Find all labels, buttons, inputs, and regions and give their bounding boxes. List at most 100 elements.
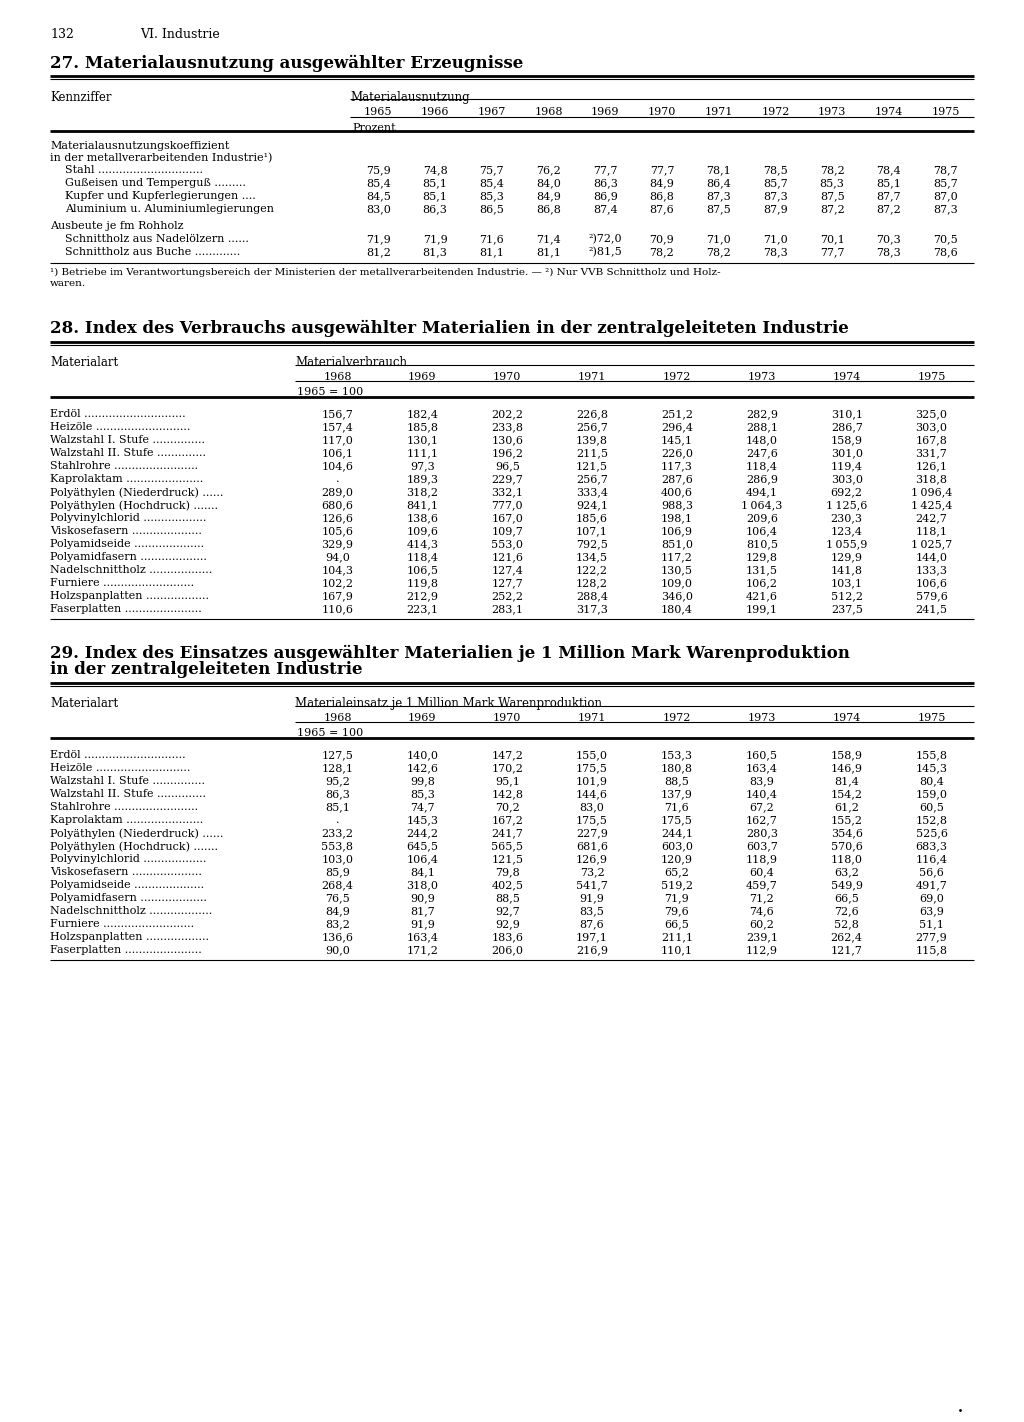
Text: 196,2: 196,2	[492, 448, 523, 458]
Text: Materialart: Materialart	[50, 697, 118, 710]
Text: 128,1: 128,1	[322, 764, 353, 774]
Text: 158,9: 158,9	[830, 435, 862, 445]
Text: 105,6: 105,6	[322, 526, 353, 536]
Text: 242,7: 242,7	[915, 513, 947, 523]
Text: 402,5: 402,5	[492, 880, 523, 890]
Text: 87,6: 87,6	[649, 203, 675, 213]
Text: 83,0: 83,0	[580, 802, 604, 812]
Text: 1975: 1975	[918, 712, 946, 722]
Text: 283,1: 283,1	[492, 604, 523, 614]
Text: 288,1: 288,1	[745, 422, 778, 432]
Text: 95,1: 95,1	[495, 776, 519, 786]
Text: 86,9: 86,9	[593, 191, 617, 201]
Text: 29. Index des Einsatzes ausgewählter Materialien je 1 Million Mark Warenprodukti: 29. Index des Einsatzes ausgewählter Mat…	[50, 646, 850, 663]
Text: 189,3: 189,3	[407, 474, 438, 483]
Text: 206,0: 206,0	[492, 946, 523, 956]
Text: 70,2: 70,2	[495, 802, 519, 812]
Text: 211,1: 211,1	[660, 931, 693, 941]
Text: 153,3: 153,3	[660, 749, 693, 759]
Text: 85,1: 85,1	[423, 191, 447, 201]
Text: 282,9: 282,9	[745, 410, 778, 419]
Text: 121,6: 121,6	[492, 552, 523, 562]
Text: 84,0: 84,0	[537, 178, 561, 188]
Text: 152,8: 152,8	[915, 815, 947, 825]
Text: 244,1: 244,1	[660, 828, 693, 838]
Text: 120,9: 120,9	[660, 855, 693, 865]
Text: 91,9: 91,9	[410, 919, 435, 929]
Text: 27. Materialausnutzung ausgewählter Erzeugnisse: 27. Materialausnutzung ausgewählter Erze…	[50, 55, 523, 73]
Text: 226,0: 226,0	[660, 448, 693, 458]
Text: 117,0: 117,0	[322, 435, 353, 445]
Text: 71,6: 71,6	[479, 235, 504, 245]
Text: Polyamidfasern ...................: Polyamidfasern ...................	[50, 552, 207, 562]
Text: 199,1: 199,1	[745, 604, 778, 614]
Text: 79,6: 79,6	[665, 906, 689, 916]
Text: Polyvinylchlorid ..................: Polyvinylchlorid ..................	[50, 855, 207, 865]
Text: 74,8: 74,8	[423, 165, 447, 175]
Text: 84,1: 84,1	[410, 867, 435, 877]
Text: 71,9: 71,9	[366, 235, 391, 245]
Text: Furniere ..........................: Furniere ..........................	[50, 577, 195, 589]
Text: 160,5: 160,5	[745, 749, 778, 759]
Text: 92,7: 92,7	[495, 906, 519, 916]
Text: 1971: 1971	[705, 107, 733, 117]
Text: 129,9: 129,9	[830, 552, 862, 562]
Text: 129,8: 129,8	[745, 552, 778, 562]
Text: 71,6: 71,6	[665, 802, 689, 812]
Text: 75,7: 75,7	[479, 165, 504, 175]
Text: 325,0: 325,0	[915, 410, 947, 419]
Text: 84,9: 84,9	[537, 191, 561, 201]
Text: Ausbeute je fm Rohholz: Ausbeute je fm Rohholz	[50, 220, 183, 230]
Text: 296,4: 296,4	[660, 422, 693, 432]
Text: Polyäthylen (Hochdruck) .......: Polyäthylen (Hochdruck) .......	[50, 840, 218, 852]
Text: 170,2: 170,2	[492, 764, 523, 774]
Text: 256,7: 256,7	[577, 422, 608, 432]
Text: 85,4: 85,4	[366, 178, 391, 188]
Text: 262,4: 262,4	[830, 931, 862, 941]
Text: 331,7: 331,7	[915, 448, 947, 458]
Text: Aluminium u. Aluminiumlegierungen: Aluminium u. Aluminiumlegierungen	[65, 203, 274, 213]
Text: 52,8: 52,8	[835, 919, 859, 929]
Text: Holzspanplatten ..................: Holzspanplatten ..................	[50, 931, 209, 941]
Text: 126,1: 126,1	[915, 461, 947, 471]
Text: 56,6: 56,6	[920, 867, 944, 877]
Text: 86,3: 86,3	[325, 789, 350, 799]
Text: 212,9: 212,9	[407, 592, 438, 602]
Text: 104,3: 104,3	[322, 565, 353, 574]
Text: 109,6: 109,6	[407, 526, 438, 536]
Text: Schnittholz aus Nadelölzern ......: Schnittholz aus Nadelölzern ......	[65, 235, 249, 245]
Text: 163,4: 163,4	[407, 931, 438, 941]
Text: 87,3: 87,3	[707, 191, 731, 201]
Text: 1 096,4: 1 096,4	[911, 486, 952, 498]
Text: 63,2: 63,2	[835, 867, 859, 877]
Text: 239,1: 239,1	[745, 931, 778, 941]
Text: 87,4: 87,4	[593, 203, 617, 213]
Text: 147,2: 147,2	[492, 749, 523, 759]
Text: 233,8: 233,8	[492, 422, 523, 432]
Text: 162,7: 162,7	[745, 815, 778, 825]
Text: 142,8: 142,8	[492, 789, 523, 799]
Text: 70,9: 70,9	[649, 235, 675, 245]
Text: Polyamidfasern ...................: Polyamidfasern ...................	[50, 893, 207, 903]
Text: 318,2: 318,2	[407, 486, 438, 498]
Text: Holzspanplatten ..................: Holzspanplatten ..................	[50, 592, 209, 602]
Text: 229,7: 229,7	[492, 474, 523, 483]
Text: 66,5: 66,5	[665, 919, 689, 929]
Text: 175,5: 175,5	[577, 815, 608, 825]
Text: 78,7: 78,7	[933, 165, 957, 175]
Text: 1973: 1973	[748, 712, 776, 722]
Text: 60,2: 60,2	[750, 919, 774, 929]
Text: Schnittholz aus Buche .............: Schnittholz aus Buche .............	[65, 247, 241, 257]
Text: 70,1: 70,1	[820, 235, 845, 245]
Text: 110,6: 110,6	[322, 604, 353, 614]
Text: 71,0: 71,0	[707, 235, 731, 245]
Text: 63,9: 63,9	[920, 906, 944, 916]
Text: 167,0: 167,0	[492, 513, 523, 523]
Text: 78,2: 78,2	[820, 165, 845, 175]
Text: 83,9: 83,9	[750, 776, 774, 786]
Text: Polyvinylchlorid ..................: Polyvinylchlorid ..................	[50, 513, 207, 523]
Text: 494,1: 494,1	[745, 486, 778, 498]
Text: 133,3: 133,3	[915, 565, 947, 574]
Text: 121,5: 121,5	[492, 855, 523, 865]
Text: 78,4: 78,4	[877, 165, 901, 175]
